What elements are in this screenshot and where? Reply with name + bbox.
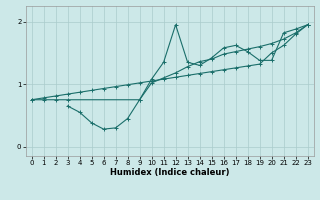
- X-axis label: Humidex (Indice chaleur): Humidex (Indice chaleur): [110, 168, 229, 177]
